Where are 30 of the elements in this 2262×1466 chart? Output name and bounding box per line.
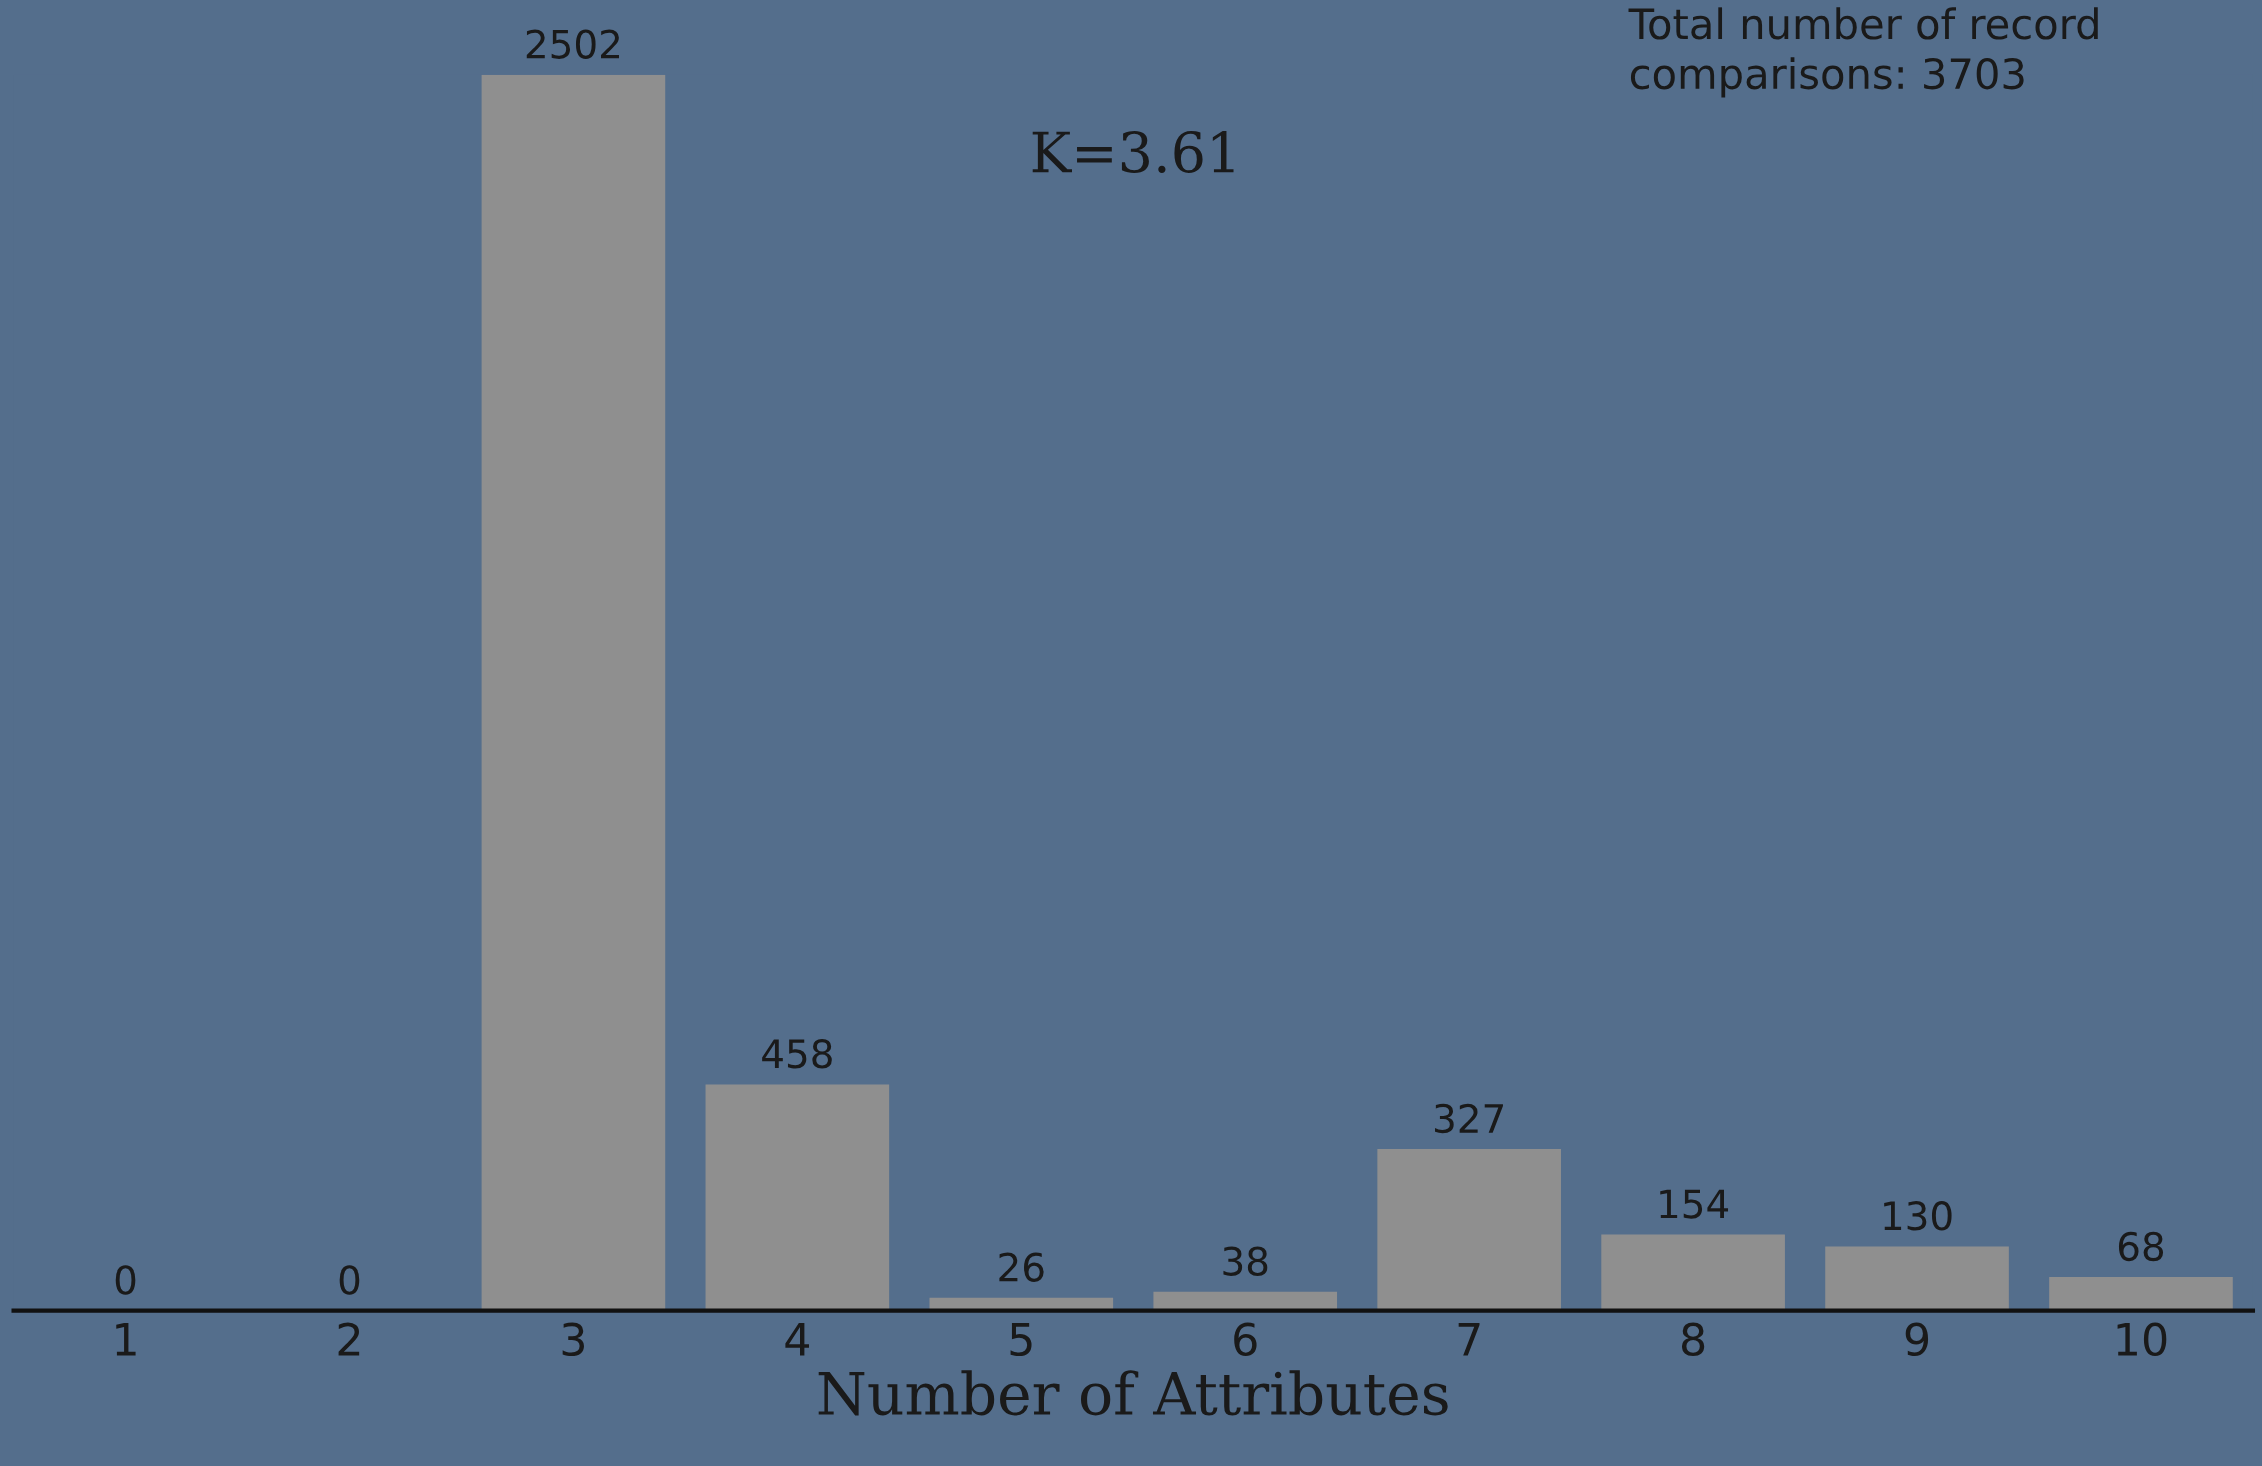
bar bbox=[1377, 1149, 1561, 1311]
x-tick-label: 1 bbox=[116, 1323, 136, 1356]
data-label: 38 bbox=[1223, 1246, 1268, 1276]
x-tick-label: 10 bbox=[2117, 1322, 2167, 1357]
bar bbox=[705, 1084, 890, 1311]
bar bbox=[1825, 1246, 2009, 1311]
data-label: 154 bbox=[1660, 1189, 1729, 1219]
data-label: 68 bbox=[2118, 1231, 2164, 1262]
x-tick-label: 6 bbox=[1234, 1322, 1257, 1357]
bar bbox=[2049, 1277, 2233, 1311]
annotation: K=3.61 bbox=[1032, 130, 1234, 173]
data-label: 458 bbox=[762, 1039, 832, 1069]
x-tick-label: 8 bbox=[1681, 1322, 1705, 1357]
x-tick-label: 5 bbox=[1010, 1323, 1032, 1357]
x-tick-label: 3 bbox=[562, 1322, 584, 1357]
bar bbox=[1153, 1291, 1338, 1311]
data-label: 130 bbox=[1884, 1201, 1952, 1231]
data-label: 327 bbox=[1435, 1103, 1503, 1134]
x-axis-title: Number of Attributes bbox=[818, 1370, 1448, 1416]
x-tick-label: 9 bbox=[1905, 1322, 1929, 1357]
x-tick-label: 2 bbox=[338, 1322, 360, 1356]
data-label: 0 bbox=[339, 1265, 360, 1295]
data-label: 26 bbox=[999, 1252, 1044, 1282]
data-label: 2502 bbox=[526, 29, 620, 59]
x-tick-label: 7 bbox=[1458, 1323, 1480, 1356]
x-tick-label: 4 bbox=[785, 1323, 809, 1356]
data-label: 0 bbox=[115, 1265, 136, 1295]
bar bbox=[481, 74, 666, 1311]
annotation: Total number of record comparisons: 3703 bbox=[1628, 7, 2098, 98]
bar bbox=[1601, 1234, 1785, 1311]
